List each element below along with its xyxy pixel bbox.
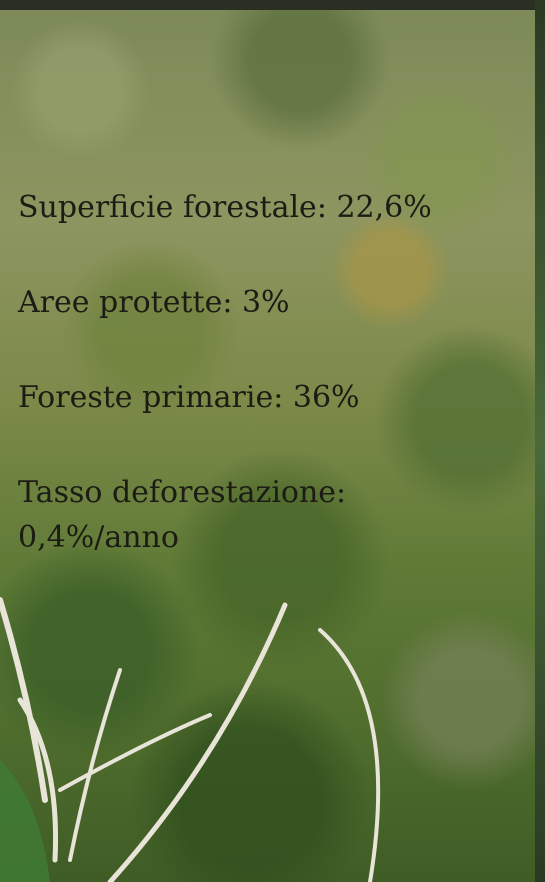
branch bbox=[70, 670, 120, 860]
branch-group bbox=[0, 600, 378, 882]
stat-text: Superficie forestale: 22,6% bbox=[18, 185, 438, 230]
branch bbox=[110, 605, 285, 882]
stat-text: Tasso deforestazione: 0,4%/anno bbox=[18, 470, 418, 560]
stat-text: Aree protette: 3% bbox=[18, 280, 438, 325]
stat-text: Foreste primarie: 36% bbox=[18, 375, 438, 420]
branch bbox=[320, 630, 378, 882]
screen: Superficie forestale: 22,6% Aree protett… bbox=[0, 0, 545, 882]
branches bbox=[0, 0, 545, 882]
branch bbox=[60, 715, 210, 790]
